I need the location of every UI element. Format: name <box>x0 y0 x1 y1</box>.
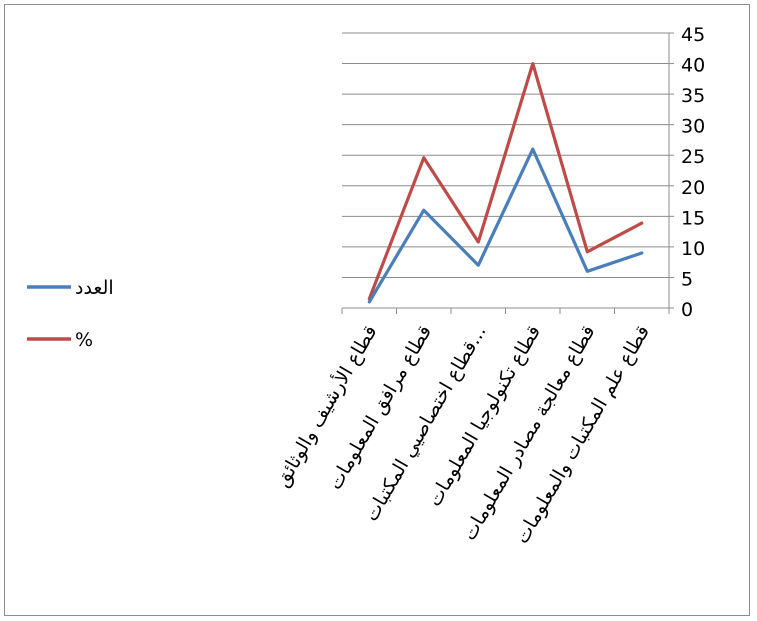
y-tick-label: 10 <box>681 238 705 260</box>
line-chart: 0 5 10 15 20 25 30 35 40 45 قطاع الأرشيف والوثائق… <box>27 24 705 547</box>
chart-frame: 0 5 10 15 20 25 30 35 40 45 قطاع الأرشيف والوثائق… <box>4 4 750 616</box>
y-tick-label: 20 <box>681 177 705 199</box>
y-tick-label: 40 <box>681 55 705 77</box>
y-tick-label: 15 <box>681 207 705 229</box>
y-tick-label: 0 <box>681 299 693 321</box>
y-tick-label: 25 <box>681 146 705 168</box>
series-lines <box>367 61 644 304</box>
legend-label: العدد <box>75 277 114 299</box>
y-tick-label: 35 <box>681 85 705 107</box>
series-line <box>367 147 644 304</box>
y-tick-label: 30 <box>681 116 705 138</box>
legend: العدد% <box>27 277 114 351</box>
series-line <box>367 61 644 301</box>
axes <box>341 32 674 314</box>
x-category-label: قطاع مرافق المعلومات <box>324 322 436 494</box>
legend-label: % <box>75 329 93 351</box>
y-tick-label: 5 <box>681 268 693 290</box>
y-tick-label: 45 <box>681 24 705 46</box>
x-category-label: قطاع الأرشيف والوثائق <box>270 321 381 491</box>
y-tick-labels: 0 5 10 15 20 25 30 35 40 45 <box>681 24 705 321</box>
